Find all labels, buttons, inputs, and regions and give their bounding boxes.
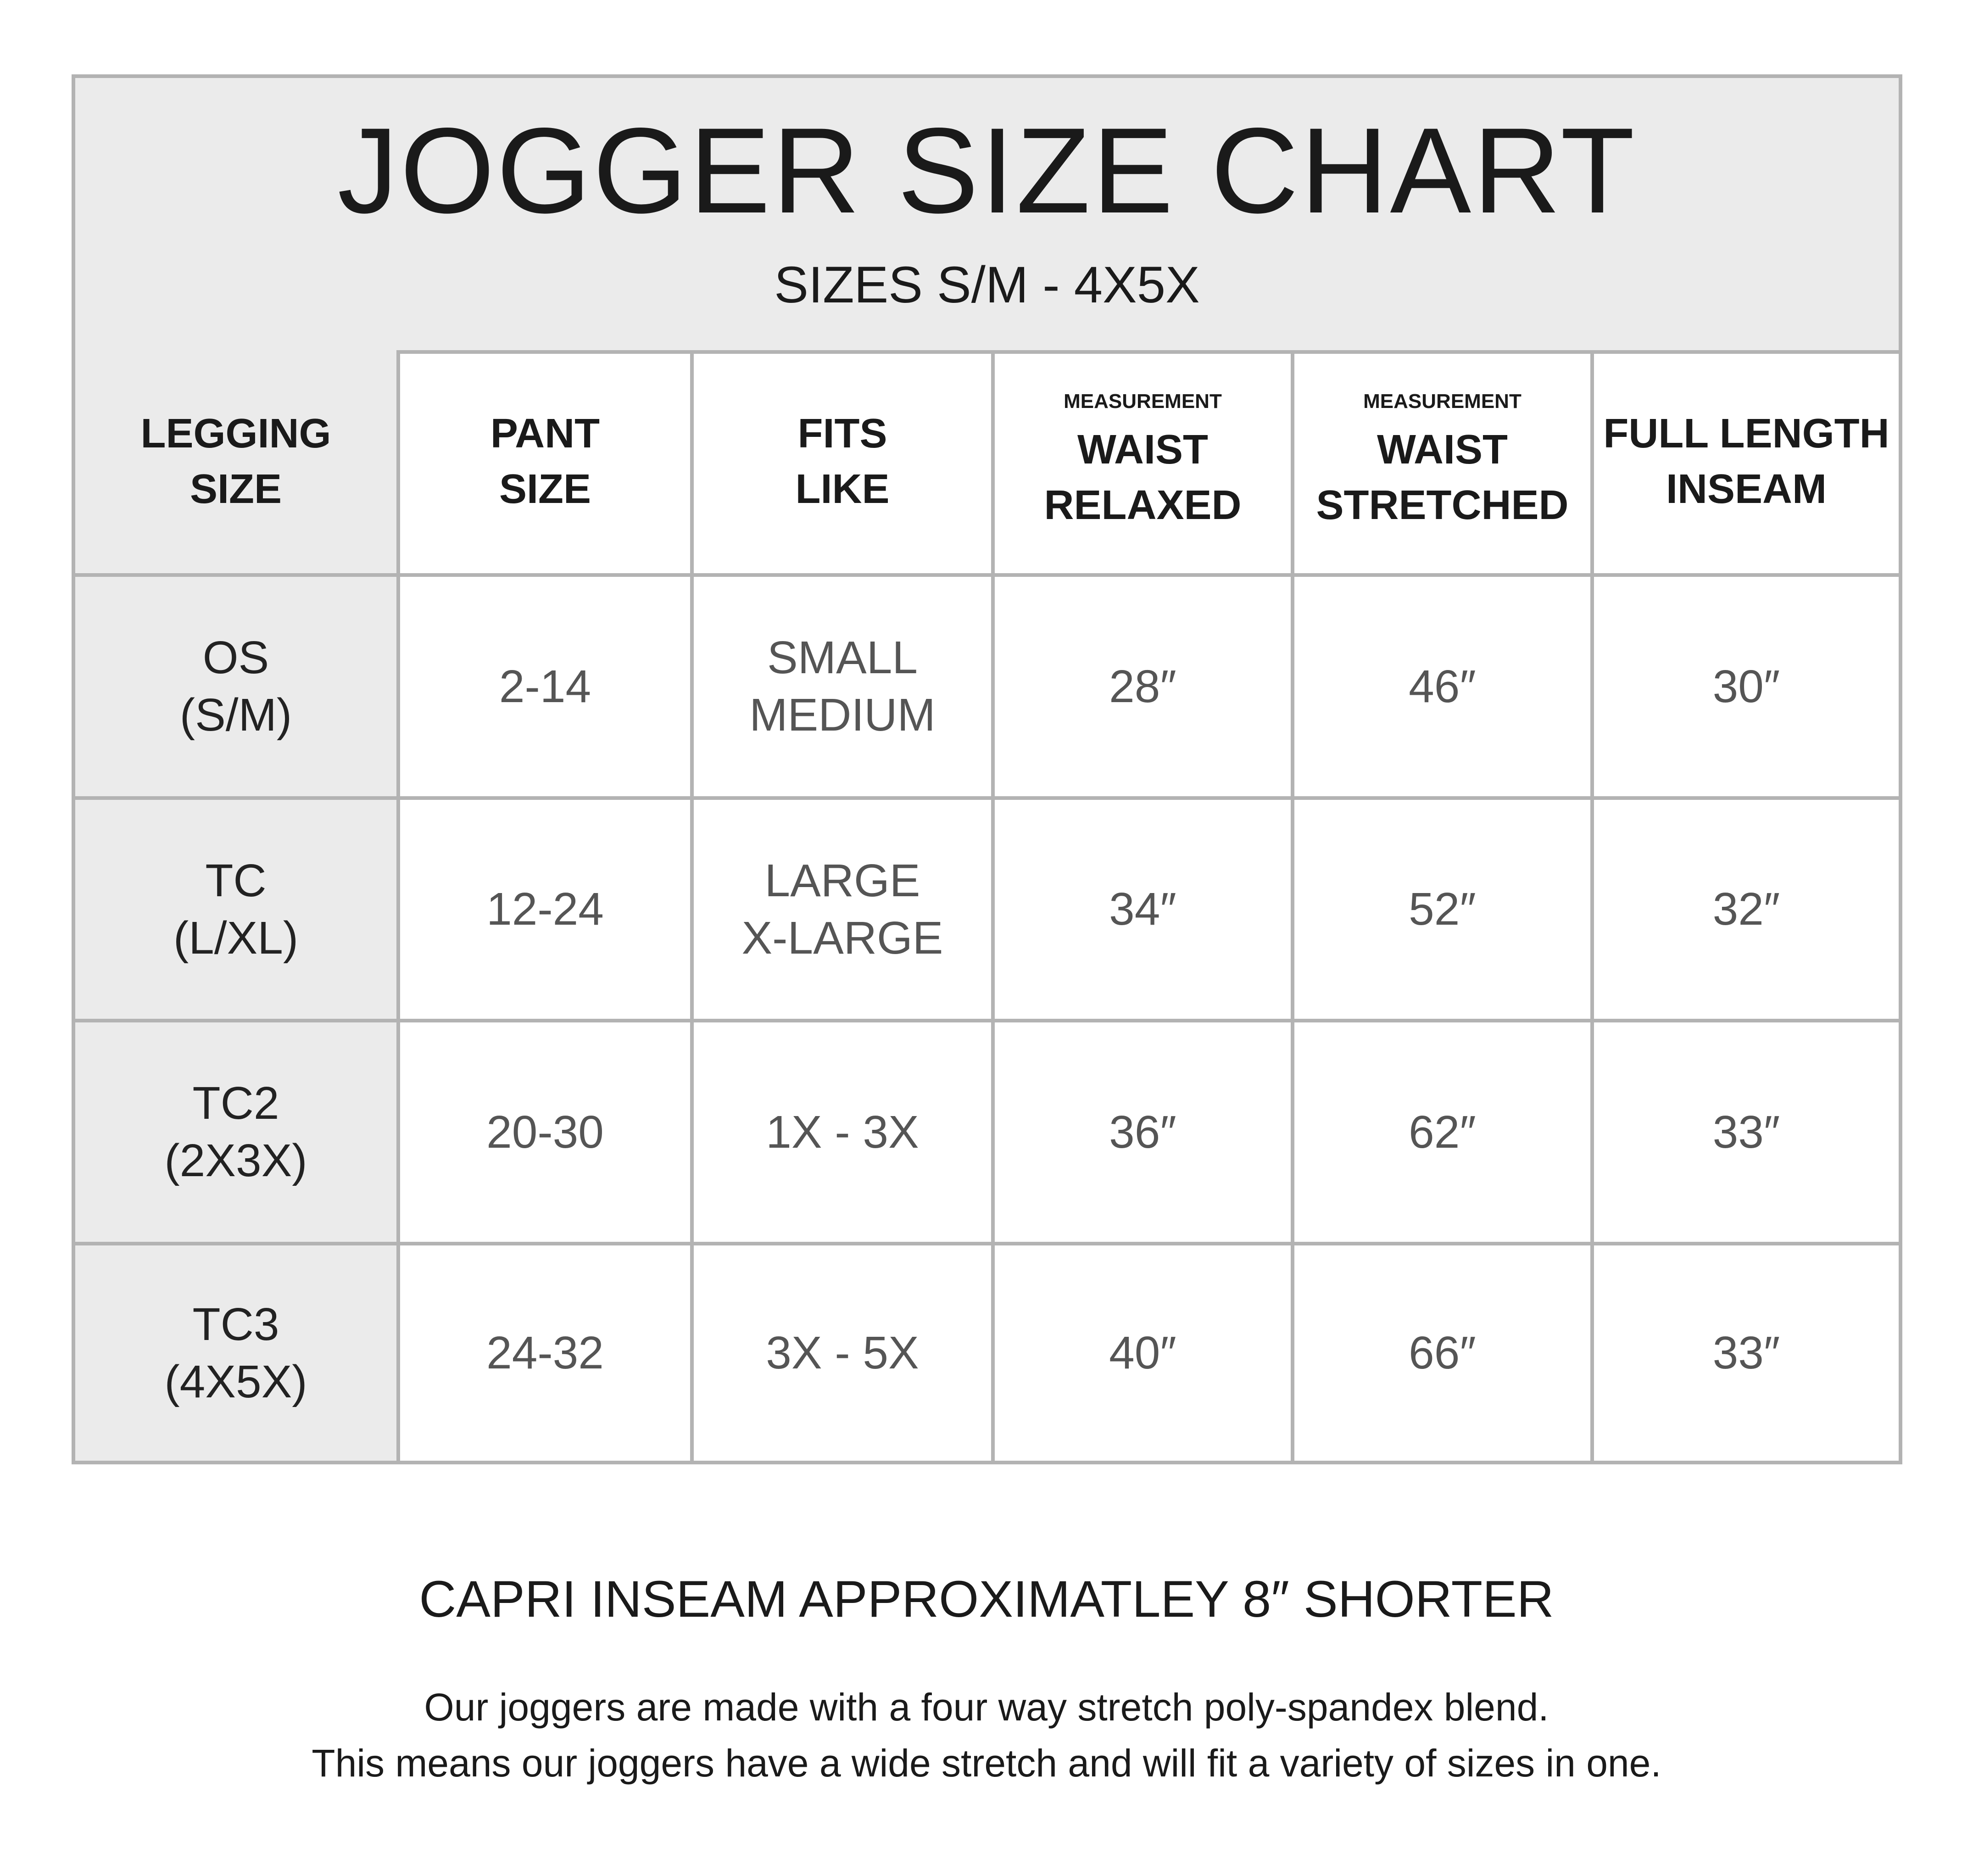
cell-pant-size: 24-32 — [400, 1245, 694, 1461]
cell-value: 1X - 3X — [766, 1106, 919, 1158]
chart-subtitle: SIZES S/M - 4X5X — [774, 256, 1200, 313]
header-label: WAIST — [1077, 426, 1208, 473]
header-legging-size: LEGGING SIZE — [75, 350, 400, 577]
cell-fits-like: 1X - 3X — [694, 1022, 995, 1245]
cell-value: 40″ — [1109, 1327, 1176, 1379]
header-fits-like: FITS LIKE — [694, 350, 995, 577]
cell-value: 2-14 — [499, 660, 591, 712]
cell-waist-relaxed: 36″ — [995, 1022, 1294, 1245]
cell-value: MEDIUM — [749, 689, 936, 741]
header-small-label: MEASUREMENT — [1363, 390, 1522, 413]
cell-pant-size: 2-14 — [400, 577, 694, 800]
header-label: INSEAM — [1666, 466, 1827, 512]
cell-pant-size: 20-30 — [400, 1022, 694, 1245]
cell-value: X-LARGE — [741, 912, 943, 964]
cell-fits-like: SMALL MEDIUM — [694, 577, 995, 800]
header-pant-size: PANT SIZE — [400, 350, 694, 577]
cell-pant-size: 12-24 — [400, 800, 694, 1022]
cell-value: SMALL — [767, 632, 918, 683]
cell-value: (S/M) — [179, 689, 292, 741]
cell-value: 36″ — [1109, 1106, 1176, 1158]
cell-value: (L/XL) — [173, 912, 299, 964]
cell-full-length-inseam: 33″ — [1594, 1022, 1899, 1245]
header-label: STRETCHED — [1316, 482, 1569, 529]
cell-full-length-inseam: 33″ — [1594, 1245, 1899, 1461]
fabric-description: Our joggers are made with a four way str… — [0, 1680, 1973, 1792]
cell-value: 66″ — [1409, 1327, 1476, 1379]
cell-legging-size: TC2 (2X3X) — [75, 1022, 400, 1245]
cell-value: 20-30 — [486, 1106, 604, 1158]
cell-value: 52″ — [1409, 883, 1476, 935]
capri-note: CAPRI INSEAM APPROXIMATLEY 8″ SHORTER — [419, 1570, 1554, 1628]
header-label: PANT — [490, 410, 600, 457]
cell-waist-stretched: 52″ — [1294, 800, 1594, 1022]
header-waist-relaxed: MEASUREMENT WAIST RELAXED — [995, 350, 1294, 577]
description-line: This means our joggers have a wide stret… — [312, 1741, 1661, 1785]
header-small-label: MEASUREMENT — [1064, 390, 1222, 413]
size-chart: JOGGER SIZE CHART SIZES S/M - 4X5X LEGGI… — [72, 74, 1902, 1464]
header-full-length-inseam: FULL LENGTH INSEAM — [1594, 350, 1899, 577]
cell-value: OS — [202, 632, 269, 683]
cell-fits-like: 3X - 5X — [694, 1245, 995, 1461]
header-label: RELAXED — [1044, 482, 1242, 529]
header-waist-stretched: MEASUREMENT WAIST STRETCHED — [1294, 350, 1594, 577]
cell-value: 28″ — [1109, 660, 1176, 712]
cell-value: 12-24 — [486, 883, 604, 935]
cell-value: 30″ — [1712, 660, 1780, 712]
header-label: FULL LENGTH — [1603, 410, 1889, 457]
cell-value: LARGE — [764, 854, 920, 906]
cell-value: 33″ — [1712, 1327, 1780, 1379]
cell-value: TC — [205, 854, 267, 906]
chart-title: JOGGER SIZE CHART — [337, 103, 1637, 239]
header-label: WAIST — [1377, 426, 1508, 473]
header-label: SIZE — [499, 466, 591, 512]
cell-value: 34″ — [1109, 883, 1176, 935]
cell-waist-stretched: 46″ — [1294, 577, 1594, 800]
cell-waist-stretched: 62″ — [1294, 1022, 1594, 1245]
header-label: LIKE — [795, 466, 890, 512]
cell-value: 32″ — [1712, 883, 1780, 935]
cell-value: (2X3X) — [164, 1135, 307, 1186]
header-label: FITS — [797, 410, 887, 457]
cell-value: 24-32 — [486, 1327, 604, 1379]
cell-waist-relaxed: 40″ — [995, 1245, 1294, 1461]
cell-legging-size: TC3 (4X5X) — [75, 1245, 400, 1461]
description-line: Our joggers are made with a four way str… — [424, 1686, 1549, 1729]
cell-waist-relaxed: 28″ — [995, 577, 1294, 800]
cell-value: TC3 — [192, 1298, 279, 1350]
cell-value: 46″ — [1409, 660, 1476, 712]
cell-legging-size: TC (L/XL) — [75, 800, 400, 1022]
cell-waist-relaxed: 34″ — [995, 800, 1294, 1022]
header-label: LEGGING — [140, 410, 331, 457]
cell-value: (4X5X) — [164, 1356, 307, 1407]
cell-value: 33″ — [1712, 1106, 1780, 1158]
cell-full-length-inseam: 32″ — [1594, 800, 1899, 1022]
cell-value: 3X - 5X — [766, 1327, 919, 1379]
title-band: JOGGER SIZE CHART SIZES S/M - 4X5X — [75, 78, 1899, 354]
cell-waist-stretched: 66″ — [1294, 1245, 1594, 1461]
cell-fits-like: LARGE X-LARGE — [694, 800, 995, 1022]
header-label: SIZE — [189, 466, 282, 512]
cell-legging-size: OS (S/M) — [75, 577, 400, 800]
cell-value: TC2 — [192, 1078, 279, 1129]
cell-value: 62″ — [1409, 1106, 1476, 1158]
cell-full-length-inseam: 30″ — [1594, 577, 1899, 800]
